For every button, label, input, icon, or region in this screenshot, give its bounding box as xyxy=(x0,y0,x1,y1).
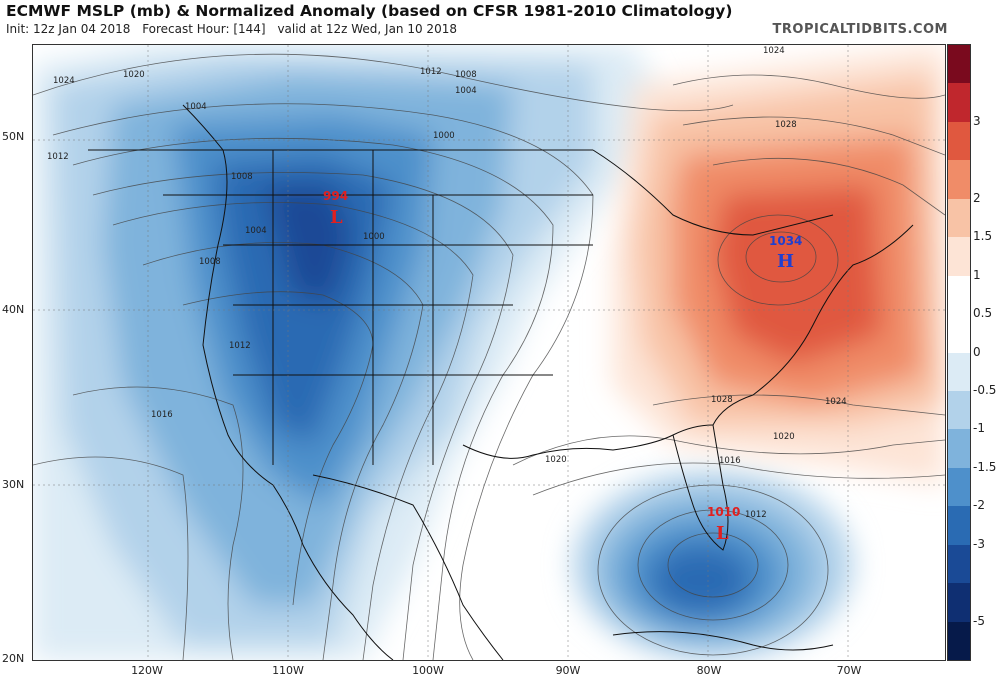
isobar-label: 1004 xyxy=(245,226,267,236)
colorbar-label: 2 xyxy=(973,190,981,205)
valid-time: valid at 12z Wed, Jan 10 2018 xyxy=(277,22,457,36)
isobar-label: 1012 xyxy=(420,67,442,77)
lat-label: 20N xyxy=(2,652,25,665)
lon-label: 70W xyxy=(836,664,862,677)
isobar-label: 1016 xyxy=(151,410,173,420)
colorbar-label: 0.5 xyxy=(973,306,993,321)
pressure-value: 1034 xyxy=(769,234,802,248)
isobar-label: 1000 xyxy=(433,131,455,141)
colorbar-segment xyxy=(948,544,970,584)
isobar-label: 1028 xyxy=(775,120,797,130)
positive-anomaly-field xyxy=(613,45,945,485)
colorbar-label: 3 xyxy=(973,113,981,128)
colorbar-label: 1.5 xyxy=(973,229,993,244)
init-time: Init: 12z Jan 04 2018 xyxy=(6,22,131,36)
colorbar-label: -1 xyxy=(973,421,985,436)
colorbar-segment xyxy=(948,237,970,276)
colorbar-segment xyxy=(948,45,970,84)
map-subtitle: Init: 12z Jan 04 2018 Forecast Hour: [14… xyxy=(6,22,465,36)
colorbar-segment xyxy=(948,121,970,161)
pressure-center-1010-low: 1010 L xyxy=(707,505,740,544)
colorbar-label: -5 xyxy=(973,613,985,628)
lat-label: 40N xyxy=(2,303,25,316)
anomaly-colorbar xyxy=(947,44,971,661)
lon-label: 90W xyxy=(555,664,581,677)
colorbar-label: 1 xyxy=(973,267,981,282)
map-area: 1024 1020 1004 1012 1008 1004 1000 1012 … xyxy=(32,44,946,661)
lon-label: 100W xyxy=(412,664,444,677)
colorbar-segment xyxy=(948,621,970,660)
pressure-value: 1010 xyxy=(707,505,740,519)
pressure-center-994-low: 994 L xyxy=(323,189,348,228)
graticule xyxy=(33,45,945,660)
isobar-label: 1012 xyxy=(745,510,767,520)
map-canvas: 1024 1020 1004 1012 1008 1004 1000 1012 … xyxy=(33,45,945,660)
isobar-label: 1016 xyxy=(719,456,741,466)
isobar-label: 1012 xyxy=(229,341,251,351)
isobar-label: 1020 xyxy=(545,455,567,465)
isobar-label: 1008 xyxy=(231,172,253,182)
colorbar-segment xyxy=(948,83,970,122)
isobar-label: 1028 xyxy=(711,395,733,405)
colorbar-label: 0 xyxy=(973,344,981,359)
colorbar-segment xyxy=(948,198,970,238)
pressure-center-1034-high: 1034 H xyxy=(769,234,802,272)
isobar-label: 1004 xyxy=(455,86,477,96)
geographic-boundaries xyxy=(88,104,914,660)
lon-label: 110W xyxy=(272,664,304,677)
map-title: ECMWF MSLP (mb) & Normalized Anomaly (ba… xyxy=(6,2,733,20)
isobar-label: 1020 xyxy=(773,432,795,442)
isobar-label: 1012 xyxy=(47,152,69,162)
colorbar-segment xyxy=(948,467,970,507)
isobar-lines xyxy=(33,53,945,660)
colorbar-segment xyxy=(948,275,970,315)
brand-label: TROPICALTIDBITS.COM xyxy=(772,22,948,37)
low-symbol: L xyxy=(330,207,343,228)
colorbar-label: -0.5 xyxy=(973,382,997,397)
colorbar-segment xyxy=(948,583,970,622)
isobar-label: 1024 xyxy=(763,46,785,56)
lat-label: 30N xyxy=(2,478,25,491)
isobar-label: 1000 xyxy=(363,232,385,242)
colorbar-label: -3 xyxy=(973,536,985,551)
colorbar-label: -1.5 xyxy=(973,459,997,474)
isobar-label: 1024 xyxy=(825,397,847,407)
high-symbol: H xyxy=(777,251,794,272)
isobar-label: 1020 xyxy=(123,70,145,80)
isobar-label: 1004 xyxy=(185,102,207,112)
colorbar-segment xyxy=(948,506,970,545)
isobar-label: 1024 xyxy=(53,76,75,86)
colorbar-segment xyxy=(948,160,970,199)
colorbar-segment xyxy=(948,314,970,353)
low-symbol: L xyxy=(716,523,729,544)
lon-label: 120W xyxy=(131,664,163,677)
isobar-label: 1008 xyxy=(455,70,477,80)
forecast-hour: Forecast Hour: [144] xyxy=(142,22,266,36)
colorbar-segment xyxy=(948,390,970,430)
isobar-label: 1008 xyxy=(199,257,221,267)
pressure-value: 994 xyxy=(323,189,348,203)
lat-label: 50N xyxy=(2,130,25,143)
colorbar-label: -2 xyxy=(973,498,985,513)
colorbar-segment xyxy=(948,352,970,391)
lon-label: 80W xyxy=(696,664,722,677)
colorbar-segment xyxy=(948,429,970,468)
negative-anomaly-field xyxy=(33,45,853,660)
isobar-labels: 1024 1020 1004 1012 1008 1004 1000 1012 … xyxy=(47,46,847,520)
